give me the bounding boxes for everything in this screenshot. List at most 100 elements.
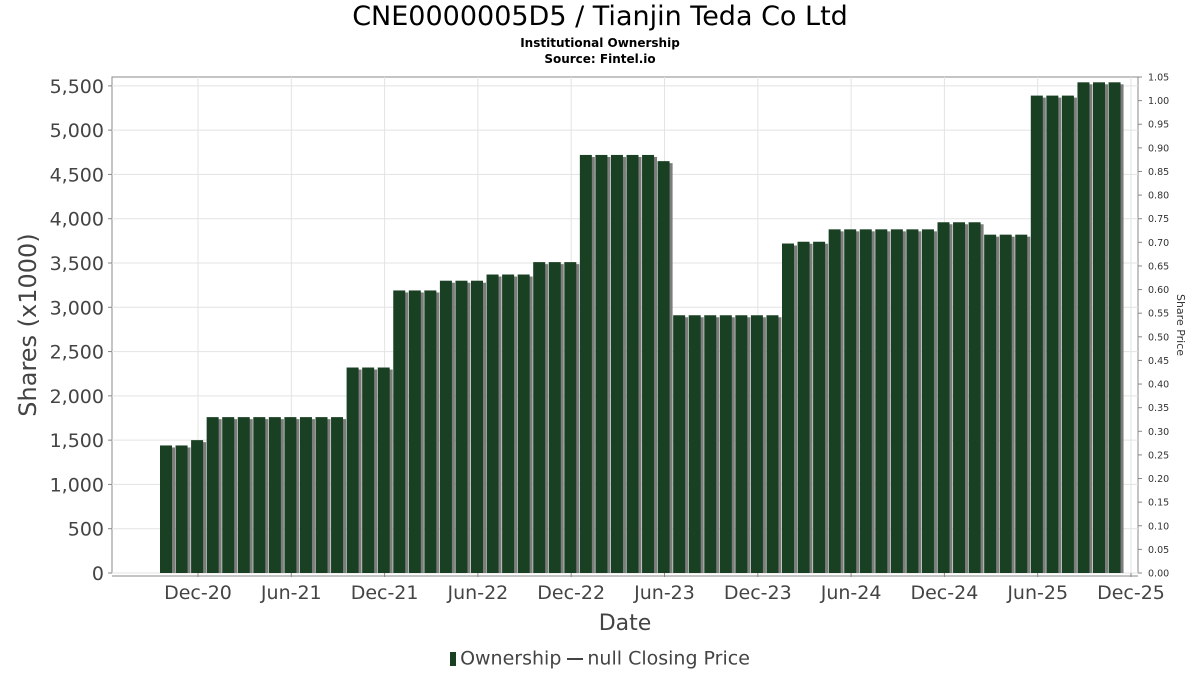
y2-tick-label: 0.90 (1148, 143, 1169, 154)
ownership-bar (299, 417, 312, 573)
y2-tick-label: 1.00 (1148, 96, 1169, 107)
y-tick-label: 4,500 (50, 164, 104, 186)
ownership-bar (408, 290, 421, 573)
ownership-bar (284, 417, 297, 573)
y2-tick-label: 1.05 (1148, 73, 1169, 84)
ownership-bar (268, 417, 281, 573)
y2-tick-label: 0.05 (1148, 545, 1169, 556)
ownership-bar (968, 222, 981, 573)
y-tick-label: 500 (68, 519, 104, 541)
ownership-legend-swatch (450, 651, 457, 666)
ownership-bar (237, 417, 250, 573)
ownership-bar (735, 315, 748, 573)
price-legend-label: null Closing Price (587, 647, 750, 670)
chart-title: CNE0000005D5 / Tianjin Teda Co Ltd (352, 1, 848, 32)
ownership-bar (517, 274, 530, 573)
y2-tick-label: 0.95 (1148, 120, 1169, 131)
y-tick-label: 1,500 (50, 430, 104, 452)
x-tick-label: Jun-22 (447, 582, 509, 604)
y2-tick-label: 0.55 (1148, 309, 1169, 320)
x-tick-label: Dec-23 (724, 582, 792, 604)
y-axis-label: Shares (x1000) (14, 233, 42, 416)
ownership-bar (844, 229, 857, 574)
x-tick-label: Dec-24 (910, 582, 978, 604)
ownership-bar (1093, 82, 1105, 574)
ownership-bar (1030, 95, 1043, 573)
ownership-bar (875, 229, 888, 574)
ownership-bar (999, 234, 1012, 573)
y2-tick-label: 0.35 (1148, 403, 1169, 414)
ownership-bar (610, 154, 623, 573)
y-tick-label: 3,000 (50, 297, 104, 319)
ownership-bar (206, 417, 219, 573)
ownership-bar (1077, 82, 1090, 574)
x-tick-label: Dec-20 (164, 582, 232, 604)
y2-tick-label: 0.60 (1148, 285, 1169, 296)
ownership-bar (548, 262, 561, 573)
x-tick-label: Dec-22 (537, 582, 605, 604)
ownership-bar (377, 367, 390, 573)
y2-tick-label: 0.30 (1148, 427, 1169, 438)
ownership-bar (859, 229, 872, 574)
y2-tick-label: 0.00 (1148, 569, 1169, 580)
ownership-bar (424, 290, 437, 573)
y-tick-label: 1,000 (50, 474, 104, 496)
y2-tick-label: 0.25 (1148, 450, 1169, 461)
ownership-bar (160, 445, 172, 573)
y-tick-label: 5,500 (50, 76, 104, 98)
ownership-bar (984, 234, 997, 573)
x-tick-label: Jun-25 (1006, 582, 1068, 604)
ownership-bar (1061, 95, 1074, 573)
ownership-bar (362, 367, 375, 573)
y2-tick-label: 0.45 (1148, 356, 1169, 367)
ownership-bar (564, 262, 577, 573)
y2-tick-label: 0.85 (1148, 167, 1169, 178)
ownership-bar (1108, 82, 1121, 574)
ownership-bar (890, 229, 903, 574)
y2-tick-label: 0.10 (1148, 521, 1169, 532)
ownership-bar (906, 229, 919, 574)
chart-legend: Ownership null Closing Price (0, 647, 1200, 670)
ownership-legend-label: Ownership (460, 647, 562, 670)
ownership-chart: 0 500 1,000 1,500 2,000 2,500 3,000 3,500 4,000 4… (14, 73, 1187, 637)
ownership-bar (579, 154, 592, 573)
y-tick-label: 5,000 (50, 120, 104, 142)
ownership-bar (331, 417, 344, 573)
ownership-bar (471, 280, 483, 573)
ownership-bar (673, 315, 686, 573)
y2-axis-label: Share Price (1174, 294, 1187, 356)
chart-subtitle: Institutional Ownership (520, 36, 680, 50)
price-legend-swatch (567, 657, 584, 660)
y-tick-label: 3,500 (50, 253, 104, 275)
ownership-bar (1015, 234, 1028, 573)
ownership-bar (1046, 95, 1059, 573)
ownership-bar (782, 243, 794, 573)
ownership-bar (704, 315, 717, 573)
y2-tick-label: 0.70 (1148, 238, 1169, 249)
ownership-bar (766, 315, 779, 573)
ownership-bar (595, 154, 608, 573)
x-tick-label: Jun-21 (260, 582, 322, 604)
y-tick-label: 2,000 (50, 386, 104, 408)
x-tick-label: Dec-25 (1097, 582, 1165, 604)
ownership-bar (486, 274, 499, 573)
ownership-bar (642, 154, 655, 573)
ownership-bar (175, 445, 188, 573)
y2-tick-label: 0.80 (1148, 191, 1169, 202)
ownership-bar (439, 280, 452, 573)
ownership-bar (750, 315, 763, 573)
ownership-bar (253, 417, 266, 573)
ownership-bar (953, 222, 966, 573)
ownership-bar (626, 154, 639, 573)
ownership-bar (222, 417, 235, 573)
ownership-bar (393, 290, 406, 573)
ownership-bar (346, 367, 359, 573)
ownership-bar (828, 229, 841, 574)
ownership-bar (533, 262, 546, 573)
x-axis-label: Date (599, 611, 652, 636)
y2-tick-label: 0.75 (1148, 214, 1169, 225)
y-tick-label: 2,500 (50, 342, 104, 364)
y-tick-label: 0 (92, 563, 104, 585)
y2-tick-label: 0.15 (1148, 498, 1169, 509)
chart-source: Source: Fintel.io (544, 52, 656, 66)
